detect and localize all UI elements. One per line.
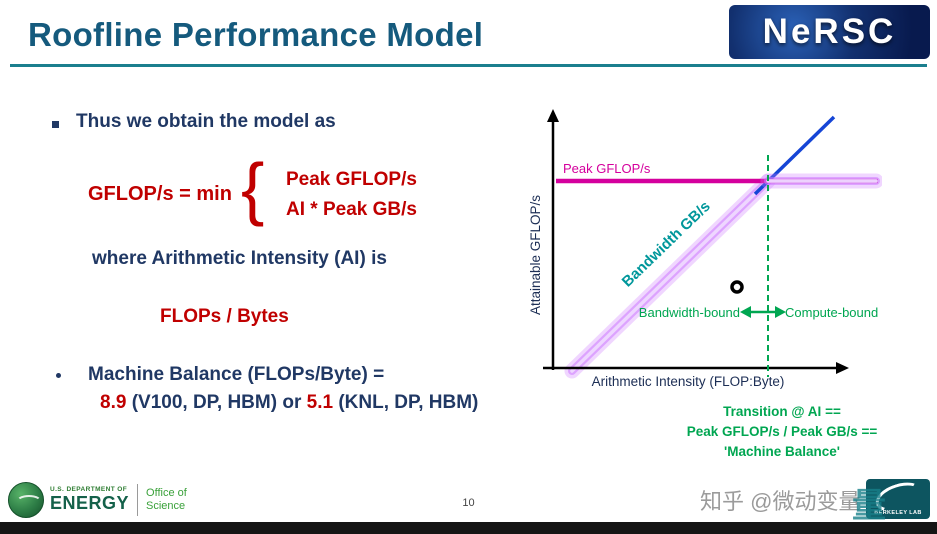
dot-bullet-icon <box>56 373 61 378</box>
formula-option-peak-gflops: Peak GFLOP/s <box>286 169 417 190</box>
formula-brace: { <box>241 149 265 227</box>
bandwidth-bound-label: Bandwidth-bound <box>639 305 740 320</box>
bound-arrow-left-icon <box>740 306 751 318</box>
peak-gflops-label: Peak GFLOP/s <box>563 161 651 176</box>
transition-note: Transition @ AI == Peak GFLOP/s / Peak G… <box>632 402 932 462</box>
doe-energy-text: ENERGY <box>50 493 130 513</box>
transition-note-line2: Peak GFLOP/s / Peak GB/s == <box>686 424 878 439</box>
transition-note-line3: 'Machine Balance' <box>724 444 840 459</box>
bottom-bar <box>0 522 937 534</box>
office-line2: Science <box>146 500 186 512</box>
formula-option-ai-peak-gbs: AI * Peak GB/s <box>286 199 417 220</box>
bandwidth-glow-core <box>570 179 770 373</box>
x-axis-arrow-icon <box>836 362 849 374</box>
y-axis-label: Attainable GFLOP/s <box>528 195 543 315</box>
berkeley-lab-label: BERKELEY LAB <box>874 510 922 516</box>
doe-logo: U.S. DEPARTMENT OF ENERGY Office of Scie… <box>8 482 187 518</box>
page-number: 10 <box>462 497 475 509</box>
bound-arrow-right-icon <box>775 306 786 318</box>
watermark-stamp: 量 <box>852 487 886 525</box>
roofline-diagram: Peak GFLOP/s Bandwidth GB/s Bandwidth-bo… <box>522 106 884 402</box>
x-axis-label: Arithmetic Intensity (FLOP:Byte) <box>592 374 785 389</box>
y-axis-arrow-icon <box>547 109 559 122</box>
transition-note-line1: Transition @ AI == <box>723 404 841 419</box>
doe-department-text: U.S. DEPARTMENT OF <box>50 486 128 493</box>
doe-wordmark: U.S. DEPARTMENT OF ENERGY <box>50 486 129 514</box>
balance-v100-label: (V100, DP, HBM) or <box>126 392 307 413</box>
flops-bytes-text: FLOPs / Bytes <box>160 306 289 327</box>
balance-knl-value: 5.1 <box>306 392 334 413</box>
model-intro-text: Thus we obtain the model as <box>76 111 336 132</box>
where-ai-text: where Arithmetic Intensity (AI) is <box>92 248 387 269</box>
data-point-marker <box>730 280 744 294</box>
nersc-logo-text: NeRSC <box>762 12 897 51</box>
square-bullet-icon <box>52 121 59 128</box>
doe-divider <box>137 484 139 516</box>
berkeley-lab-logo: BERKELEY LAB <box>866 479 930 519</box>
balance-v100-value: 8.9 <box>100 392 127 413</box>
nersc-logo: NeRSC <box>729 5 930 59</box>
title-divider <box>10 64 927 67</box>
office-line1: Office of <box>146 487 187 499</box>
doe-seal-icon <box>8 482 44 518</box>
balance-values: 8.9 (V100, DP, HBM) or 5.1 (KNL, DP, HBM… <box>100 392 478 414</box>
machine-balance-text: Machine Balance (FLOPs/Byte) = <box>88 364 385 385</box>
zhihu-watermark: 知乎 @微动变量 <box>700 489 861 514</box>
page-title: Roofline Performance Model <box>28 16 484 53</box>
office-of-science-text: Office of Science <box>146 487 187 513</box>
formula-lhs: GFLOP/s = min <box>88 183 232 205</box>
balance-knl-label: (KNL, DP, HBM) <box>333 392 479 413</box>
compute-bound-label: Compute-bound <box>785 305 878 320</box>
